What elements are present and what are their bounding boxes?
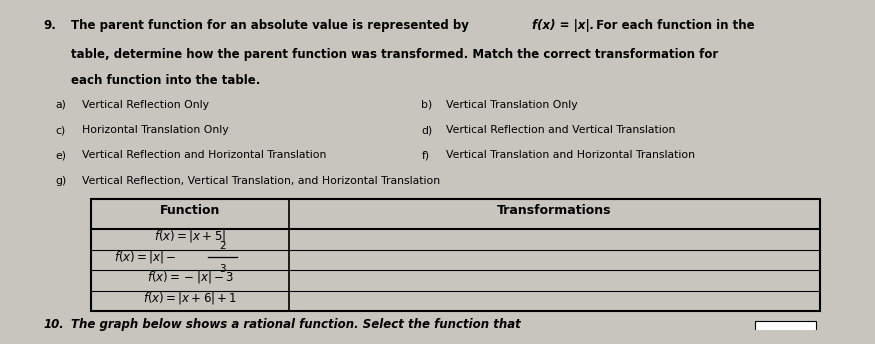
Text: Transformations: Transformations (497, 204, 612, 217)
Text: e): e) (55, 150, 66, 161)
Text: 9.: 9. (43, 19, 56, 32)
Text: c): c) (55, 125, 66, 135)
Text: 2: 2 (219, 240, 226, 250)
Text: $f(x) = |x + 6| + 1$: $f(x) = |x + 6| + 1$ (143, 290, 237, 306)
Text: Function: Function (160, 204, 220, 217)
Text: 3: 3 (219, 264, 226, 274)
Text: f(x) = |x|.: f(x) = |x|. (532, 19, 594, 32)
Text: Vertical Translation and Horizontal Translation: Vertical Translation and Horizontal Tran… (445, 150, 695, 161)
Text: $f(x) = -|x| - 3$: $f(x) = -|x| - 3$ (146, 269, 234, 285)
Text: Vertical Reflection Only: Vertical Reflection Only (81, 100, 209, 110)
Text: 10.: 10. (43, 318, 64, 331)
Text: Horizontal Translation Only: Horizontal Translation Only (81, 125, 228, 135)
Text: a): a) (55, 100, 66, 110)
Text: Vertical Reflection and Vertical Translation: Vertical Reflection and Vertical Transla… (445, 125, 675, 135)
Text: Vertical Translation Only: Vertical Translation Only (445, 100, 578, 110)
Text: d): d) (422, 125, 432, 135)
Bar (755, 321, 816, 344)
Text: b): b) (422, 100, 432, 110)
Text: Vertical Reflection and Horizontal Translation: Vertical Reflection and Horizontal Trans… (81, 150, 326, 161)
Text: $f(x) = |x| -$: $f(x) = |x| -$ (115, 249, 177, 265)
Text: f): f) (422, 150, 430, 161)
Text: table, determine how the parent function was transformed. Match the correct tran: table, determine how the parent function… (71, 47, 718, 61)
Text: The graph below shows a rational function. Select the function that: The graph below shows a rational functio… (71, 318, 521, 331)
Text: Vertical Reflection, Vertical Translation, and Horizontal Translation: Vertical Reflection, Vertical Translatio… (81, 176, 440, 186)
Text: For each function in the: For each function in the (592, 19, 754, 32)
Text: each function into the table.: each function into the table. (71, 74, 261, 87)
Text: $f(x) = |x + 5|$: $f(x) = |x + 5|$ (154, 228, 226, 244)
Text: g): g) (55, 176, 66, 186)
Text: The parent function for an absolute value is represented by: The parent function for an absolute valu… (71, 19, 473, 32)
Bar (91, 199, 820, 311)
